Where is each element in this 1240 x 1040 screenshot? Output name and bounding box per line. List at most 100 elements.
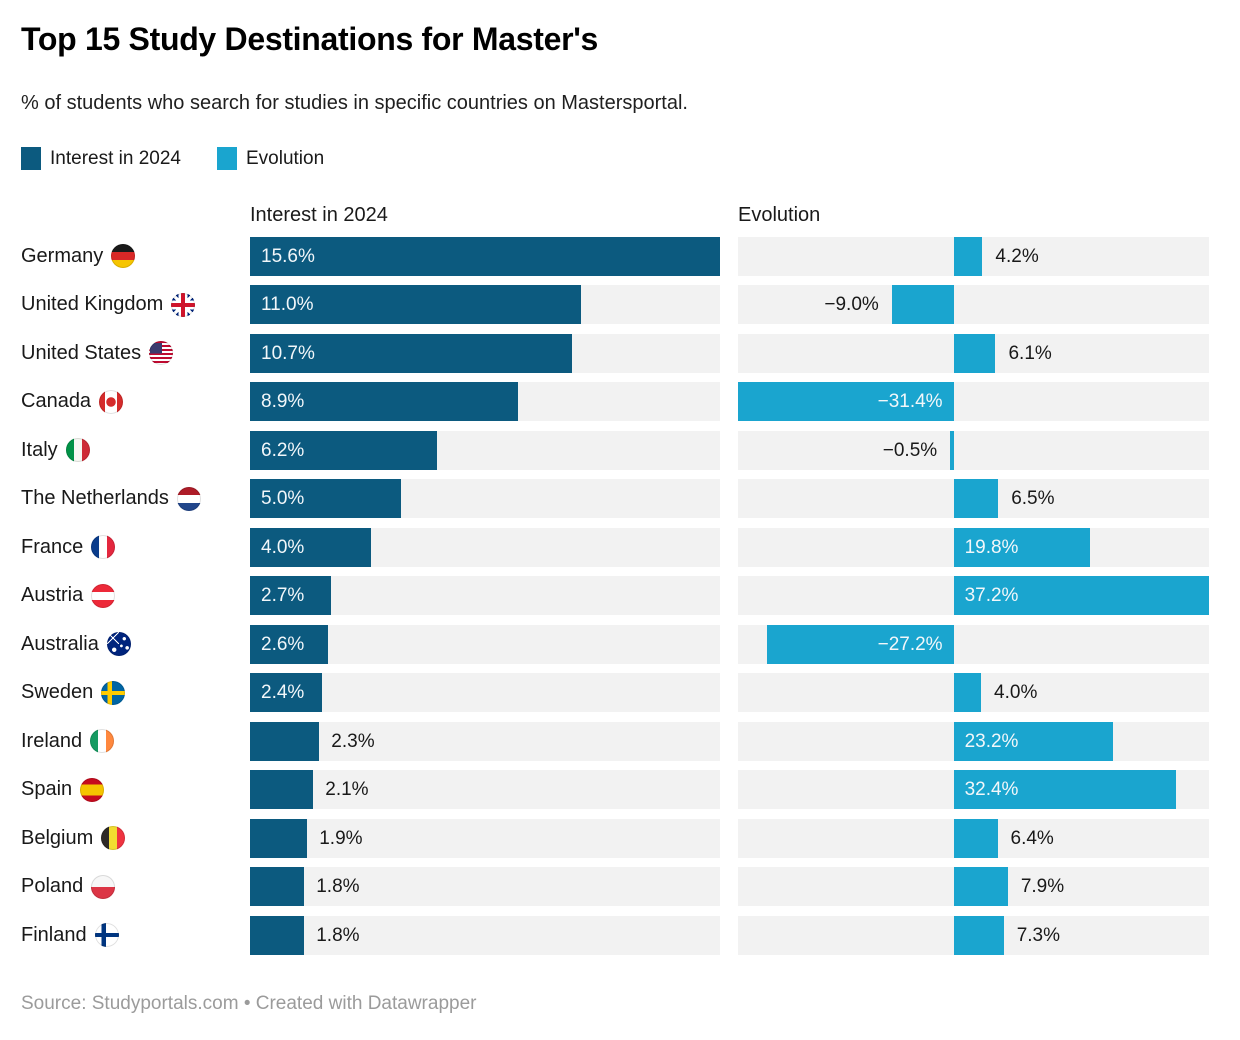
- evolution-value-label: 4.0%: [994, 682, 1038, 704]
- sweden-flag-icon: [101, 680, 126, 705]
- spain-flag-icon: [80, 777, 105, 802]
- country-label: United Kingdom: [21, 281, 196, 330]
- evolution-color-swatch-icon: [216, 147, 237, 170]
- country-name: Austria: [21, 584, 84, 607]
- chart-title: Top 15 Study Destinations for Master's: [21, 21, 599, 57]
- interest-bar-track: 5.0%: [250, 479, 720, 519]
- interest-value-label: 10.7%: [261, 342, 315, 364]
- evolution-bar-track: 7.3%: [738, 915, 1209, 955]
- interest-bar: [250, 576, 332, 616]
- interest-value-label: 2.6%: [261, 633, 305, 655]
- interest-bar: [250, 818, 308, 858]
- country-name: Sweden: [21, 681, 94, 704]
- country-name: France: [21, 535, 84, 558]
- evolution-bar: [738, 382, 954, 422]
- evolution-value-label: 37.2%: [964, 585, 1019, 607]
- evolution-value-label: 4.2%: [995, 245, 1039, 267]
- interest-bar-track: 15.6%: [250, 236, 720, 276]
- interest-bar: [250, 236, 720, 276]
- country-label: United States: [21, 329, 174, 378]
- country-label: Australia: [21, 620, 131, 669]
- interest-value-label: 15.6%: [261, 245, 315, 267]
- interest-bar-track: 2.3%: [250, 721, 720, 761]
- chart-row: Poland 1.8% 7.9%: [0, 863, 1240, 912]
- canada-flag-icon: [99, 389, 124, 414]
- chart-row: Austria 2.7% 37.2%: [0, 572, 1240, 621]
- country-label: Belgium: [21, 814, 126, 863]
- evolution-bar-track: −27.2%: [738, 624, 1209, 664]
- country-label: Austria: [21, 572, 116, 621]
- interest-bar: [250, 673, 323, 713]
- evolution-bar: [953, 236, 983, 276]
- chart-row: Italy 6.2% −0.5%: [0, 426, 1240, 475]
- evolution-value-label: 32.4%: [964, 779, 1019, 801]
- country-label: Ireland: [21, 717, 115, 766]
- finland-flag-icon: [94, 923, 119, 948]
- evolution-bar: [953, 479, 999, 519]
- country-name: Australia: [21, 632, 99, 655]
- interest-value-label: 1.8%: [316, 924, 360, 946]
- evolution-value-label: 7.3%: [1016, 924, 1061, 946]
- column-header-interest: Interest in 2024: [250, 204, 388, 226]
- evolution-bar-track: −0.5%: [738, 430, 1209, 470]
- chart-row: United States 10.7% 6.1%: [0, 329, 1240, 378]
- belgium-flag-icon: [101, 826, 126, 851]
- country-label: Finland: [21, 911, 119, 960]
- chart-row: Belgium 1.9% 6.4%: [0, 814, 1240, 863]
- interest-bar: [250, 624, 329, 664]
- legend: Interest in 2024 Evolution: [21, 147, 324, 170]
- evolution-bar-track: 4.2%: [738, 236, 1209, 276]
- interest-value-label: 2.4%: [261, 682, 305, 704]
- interest-bar: [250, 285, 582, 325]
- australia-flag-icon: [106, 632, 131, 657]
- country-name: United Kingdom: [21, 293, 164, 316]
- evolution-value-label: 7.9%: [1020, 876, 1065, 898]
- chart-row: The Netherlands 5.0% 6.5%: [0, 475, 1240, 524]
- evolution-bar: [953, 915, 1004, 955]
- evolution-bar-track: 4.0%: [738, 673, 1209, 713]
- interest-value-label: 1.8%: [316, 876, 360, 898]
- chart-row: United Kingdom 11.0% −9.0%: [0, 281, 1240, 330]
- interest-bar-track: 1.9%: [250, 818, 720, 858]
- chart-rows: Germany 15.6% 4.2% United Kingdom 11.0% −9.0%…: [0, 232, 1240, 960]
- evolution-bar: [953, 770, 1177, 810]
- country-label: Sweden: [21, 669, 126, 718]
- country-name: Belgium: [21, 826, 94, 849]
- chart-subtitle: % of students who search for studies in …: [21, 92, 688, 114]
- chart-row: France 4.0% 19.8%: [0, 523, 1240, 572]
- country-name: Canada: [21, 390, 92, 413]
- ireland-flag-icon: [90, 729, 115, 754]
- evolution-bar: [953, 527, 1090, 567]
- country-name: Ireland: [21, 729, 83, 752]
- interest-bar: [250, 333, 573, 373]
- chart-row: Sweden 2.4% 4.0%: [0, 669, 1240, 718]
- country-name: United States: [21, 341, 142, 364]
- austria-flag-icon: [91, 583, 116, 608]
- united-states-flag-icon: [149, 341, 174, 366]
- source-note: Source: Studyportals.com • Created with …: [21, 993, 477, 1014]
- italy-flag-icon: [65, 438, 90, 463]
- country-name: Poland: [21, 875, 84, 898]
- interest-bar-track: 11.0%: [250, 285, 720, 325]
- evolution-bar-track: 19.8%: [738, 527, 1209, 567]
- evolution-bar: [953, 721, 1113, 761]
- interest-value-label: 1.9%: [319, 827, 363, 849]
- evolution-bar-track: 6.4%: [738, 818, 1209, 858]
- evolution-bar: [766, 624, 954, 664]
- evolution-bar: [891, 285, 954, 325]
- evolution-bar-track: 23.2%: [738, 721, 1209, 761]
- evolution-value-label: 6.4%: [1010, 827, 1054, 849]
- interest-bar-track: 2.4%: [250, 673, 720, 713]
- evolution-bar: [950, 430, 954, 470]
- evolution-bar-track: 32.4%: [738, 770, 1209, 810]
- interest-bar-track: 8.9%: [250, 382, 720, 422]
- germany-flag-icon: [111, 244, 136, 269]
- country-name: Finland: [21, 923, 87, 946]
- interest-bar-track: 2.1%: [250, 770, 720, 810]
- interest-value-label: 4.0%: [261, 536, 305, 558]
- interest-bar-track: 2.6%: [250, 624, 720, 664]
- country-label: Spain: [21, 766, 105, 815]
- evolution-value-label: −9.0%: [824, 294, 879, 316]
- evolution-value-label: −0.5%: [882, 439, 938, 461]
